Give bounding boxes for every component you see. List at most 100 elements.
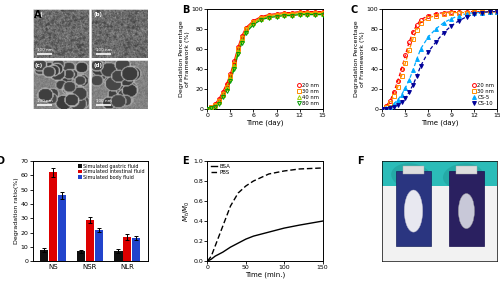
CS-5 bbox=[448, 17, 454, 20]
CS-5 bbox=[394, 98, 400, 102]
Text: 100 nm: 100 nm bbox=[96, 48, 112, 52]
CS-5 bbox=[479, 11, 485, 14]
80 nm bbox=[320, 13, 326, 16]
CS-10 bbox=[406, 90, 412, 94]
Text: 100 nm: 100 nm bbox=[96, 99, 112, 103]
20 nm bbox=[208, 105, 214, 108]
30 nm bbox=[304, 11, 310, 14]
30 nm bbox=[394, 85, 400, 88]
Line: CS-5: CS-5 bbox=[380, 10, 500, 111]
20 nm bbox=[250, 19, 256, 22]
PBS bbox=[250, 179, 256, 183]
Bar bbox=[114, 251, 122, 261]
20 nm bbox=[304, 10, 310, 13]
CS-5 bbox=[383, 106, 389, 110]
40 nm bbox=[274, 14, 280, 17]
CS-5 bbox=[387, 105, 393, 108]
CS-10 bbox=[418, 64, 424, 67]
20 nm bbox=[394, 79, 400, 82]
30 nm bbox=[250, 20, 256, 23]
CS-5 bbox=[380, 107, 386, 110]
30 nm bbox=[243, 27, 249, 30]
Text: (d): (d) bbox=[94, 63, 102, 68]
Y-axis label: Degradation ratio(%): Degradation ratio(%) bbox=[14, 178, 19, 244]
30 nm bbox=[391, 94, 397, 98]
30 nm bbox=[398, 74, 404, 77]
30 nm bbox=[239, 36, 245, 39]
CS-10 bbox=[387, 106, 393, 110]
30 nm bbox=[464, 11, 470, 14]
30 nm bbox=[266, 14, 272, 17]
30 nm bbox=[274, 13, 280, 16]
80 nm bbox=[208, 106, 214, 110]
BSA bbox=[228, 245, 234, 249]
Text: 100 nm: 100 nm bbox=[37, 99, 53, 103]
30 nm bbox=[228, 74, 234, 77]
20 nm bbox=[235, 45, 241, 49]
30 nm bbox=[216, 99, 222, 102]
80 nm bbox=[204, 107, 210, 110]
CS-10 bbox=[456, 19, 462, 22]
BSA bbox=[235, 241, 241, 245]
Bar bbox=[58, 195, 66, 261]
PBS bbox=[220, 224, 226, 228]
80 nm bbox=[304, 13, 310, 16]
Legend: Simulated gastric fluid, Simulated intestinal fluid, Simulated body fluid: Simulated gastric fluid, Simulated intes… bbox=[77, 163, 145, 180]
CS-5 bbox=[418, 47, 424, 51]
30 nm bbox=[494, 10, 500, 13]
CS-10 bbox=[448, 24, 454, 27]
30 nm bbox=[296, 11, 302, 14]
Ellipse shape bbox=[404, 190, 422, 232]
CS-10 bbox=[391, 105, 397, 108]
80 nm bbox=[258, 18, 264, 21]
20 nm bbox=[204, 107, 210, 110]
Bar bbox=[456, 166, 477, 174]
Line: 30 nm: 30 nm bbox=[206, 11, 324, 111]
40 nm bbox=[216, 100, 222, 104]
40 nm bbox=[232, 64, 237, 67]
Bar bbox=[48, 172, 57, 261]
20 nm bbox=[216, 97, 222, 100]
20 nm bbox=[472, 10, 478, 13]
Text: B: B bbox=[182, 5, 190, 15]
20 nm bbox=[232, 59, 237, 63]
40 nm bbox=[266, 15, 272, 18]
30 nm bbox=[281, 12, 287, 15]
CS-10 bbox=[494, 10, 500, 13]
30 nm bbox=[414, 28, 420, 31]
Line: 20 nm: 20 nm bbox=[380, 10, 500, 111]
30 nm bbox=[472, 10, 478, 13]
20 nm bbox=[387, 99, 393, 102]
20 nm bbox=[494, 10, 500, 13]
30 nm bbox=[402, 61, 408, 65]
80 nm bbox=[239, 41, 245, 44]
20 nm bbox=[414, 23, 420, 26]
Ellipse shape bbox=[458, 193, 474, 229]
BSA bbox=[208, 257, 214, 261]
30 nm bbox=[208, 105, 214, 108]
CS-5 bbox=[433, 27, 439, 30]
X-axis label: Time (day): Time (day) bbox=[421, 119, 459, 126]
Line: PBS: PBS bbox=[208, 168, 322, 261]
CS-5 bbox=[441, 21, 447, 24]
Line: BSA: BSA bbox=[208, 221, 322, 261]
30 nm bbox=[258, 16, 264, 19]
30 nm bbox=[235, 47, 241, 51]
20 nm bbox=[433, 12, 439, 15]
80 nm bbox=[250, 23, 256, 26]
Bar bbox=[396, 171, 430, 246]
80 nm bbox=[216, 102, 222, 106]
Ellipse shape bbox=[443, 163, 483, 189]
CS-10 bbox=[414, 74, 420, 77]
40 nm bbox=[258, 17, 264, 20]
20 nm bbox=[266, 13, 272, 16]
Text: (b): (b) bbox=[94, 11, 102, 17]
CS-5 bbox=[487, 10, 493, 13]
40 nm bbox=[212, 104, 218, 108]
40 nm bbox=[228, 76, 234, 79]
20 nm bbox=[418, 18, 424, 21]
20 nm bbox=[441, 11, 447, 14]
80 nm bbox=[220, 95, 226, 98]
20 nm bbox=[320, 10, 326, 13]
80 nm bbox=[281, 14, 287, 17]
